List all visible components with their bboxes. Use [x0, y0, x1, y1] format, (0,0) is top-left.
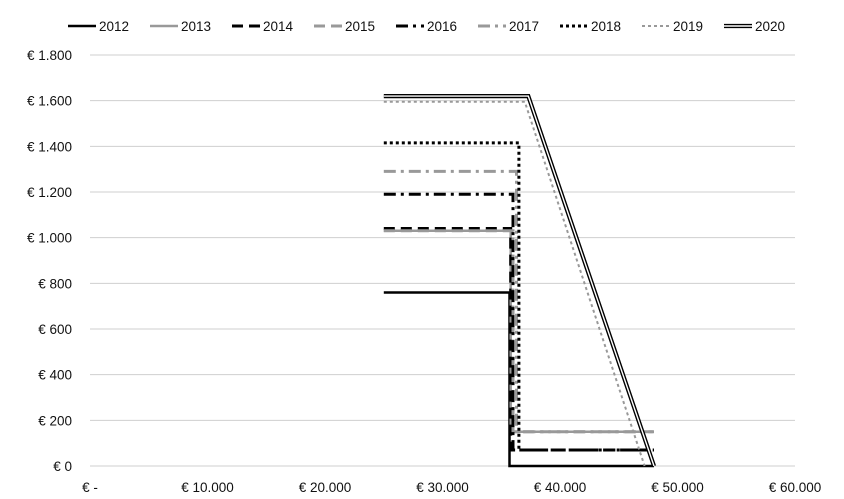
- legend-entry-2013: 2013: [150, 19, 211, 34]
- x-tick-label: € -: [82, 480, 98, 495]
- legend-label: 2020: [755, 19, 785, 34]
- y-axis-tick-labels: € 0 € 200 € 400 € 600 € 800 € 1.000 € 1.200 € 1…: [27, 48, 72, 474]
- legend-label: 2016: [427, 19, 457, 34]
- legend-label: 2018: [591, 19, 621, 34]
- legend-entry-2014: 2014: [232, 19, 294, 34]
- legend-label: 2015: [345, 19, 375, 34]
- legend-entry-2012: 2012: [68, 19, 129, 34]
- x-axis-tick-labels: € - € 10.000 € 20.000 € 30.000 € 40.000 € 50.…: [82, 480, 821, 495]
- series-2020: [383, 94, 656, 467]
- y-tick-label: € 1.200: [27, 185, 72, 200]
- series-2018: [383, 141, 654, 452]
- y-tick-label: € 800: [38, 276, 72, 291]
- y-tick-label: € 0: [53, 459, 72, 474]
- legend-entry-2020: 2020: [724, 19, 785, 34]
- series-2017: [383, 169, 654, 434]
- series-line: [383, 169, 654, 434]
- legend-label: 2012: [99, 19, 129, 34]
- y-tick-label: € 1.600: [27, 94, 72, 109]
- legend-entry-2019: 2019: [642, 19, 703, 34]
- y-tick-label: € 1.000: [27, 231, 72, 246]
- series-lines: [383, 94, 656, 468]
- x-tick-label: € 60.000: [769, 480, 822, 495]
- legend-label: 2014: [263, 19, 294, 34]
- x-tick-label: € 10.000: [181, 480, 234, 495]
- y-tick-label: € 1.400: [27, 139, 72, 154]
- y-tick-label: € 600: [38, 322, 72, 337]
- series-line: [383, 100, 646, 467]
- legend-label: 2013: [181, 19, 211, 34]
- series-2019: [383, 100, 646, 467]
- legend-entry-2016: 2016: [396, 19, 457, 34]
- y-tick-label: € 200: [38, 413, 72, 428]
- legend: 2012 2013 2014 2015 2016 2017 2018 2019 2020: [68, 19, 785, 34]
- legend-entry-2015: 2015: [314, 19, 375, 34]
- series-line: [383, 141, 654, 452]
- x-tick-label: € 20.000: [299, 480, 352, 495]
- x-tick-label: € 50.000: [651, 480, 704, 495]
- y-tick-label: € 1.800: [27, 48, 72, 63]
- gridlines: [90, 54, 795, 467]
- x-tick-label: € 40.000: [534, 480, 587, 495]
- legend-label: 2017: [509, 19, 539, 34]
- series-line-inner: [383, 95, 655, 467]
- x-tick-label: € 30.000: [416, 480, 469, 495]
- legend-entry-2017: 2017: [478, 19, 539, 34]
- y-tick-label: € 400: [38, 368, 72, 383]
- legend-label: 2019: [673, 19, 703, 34]
- legend-entry-2018: 2018: [560, 19, 621, 34]
